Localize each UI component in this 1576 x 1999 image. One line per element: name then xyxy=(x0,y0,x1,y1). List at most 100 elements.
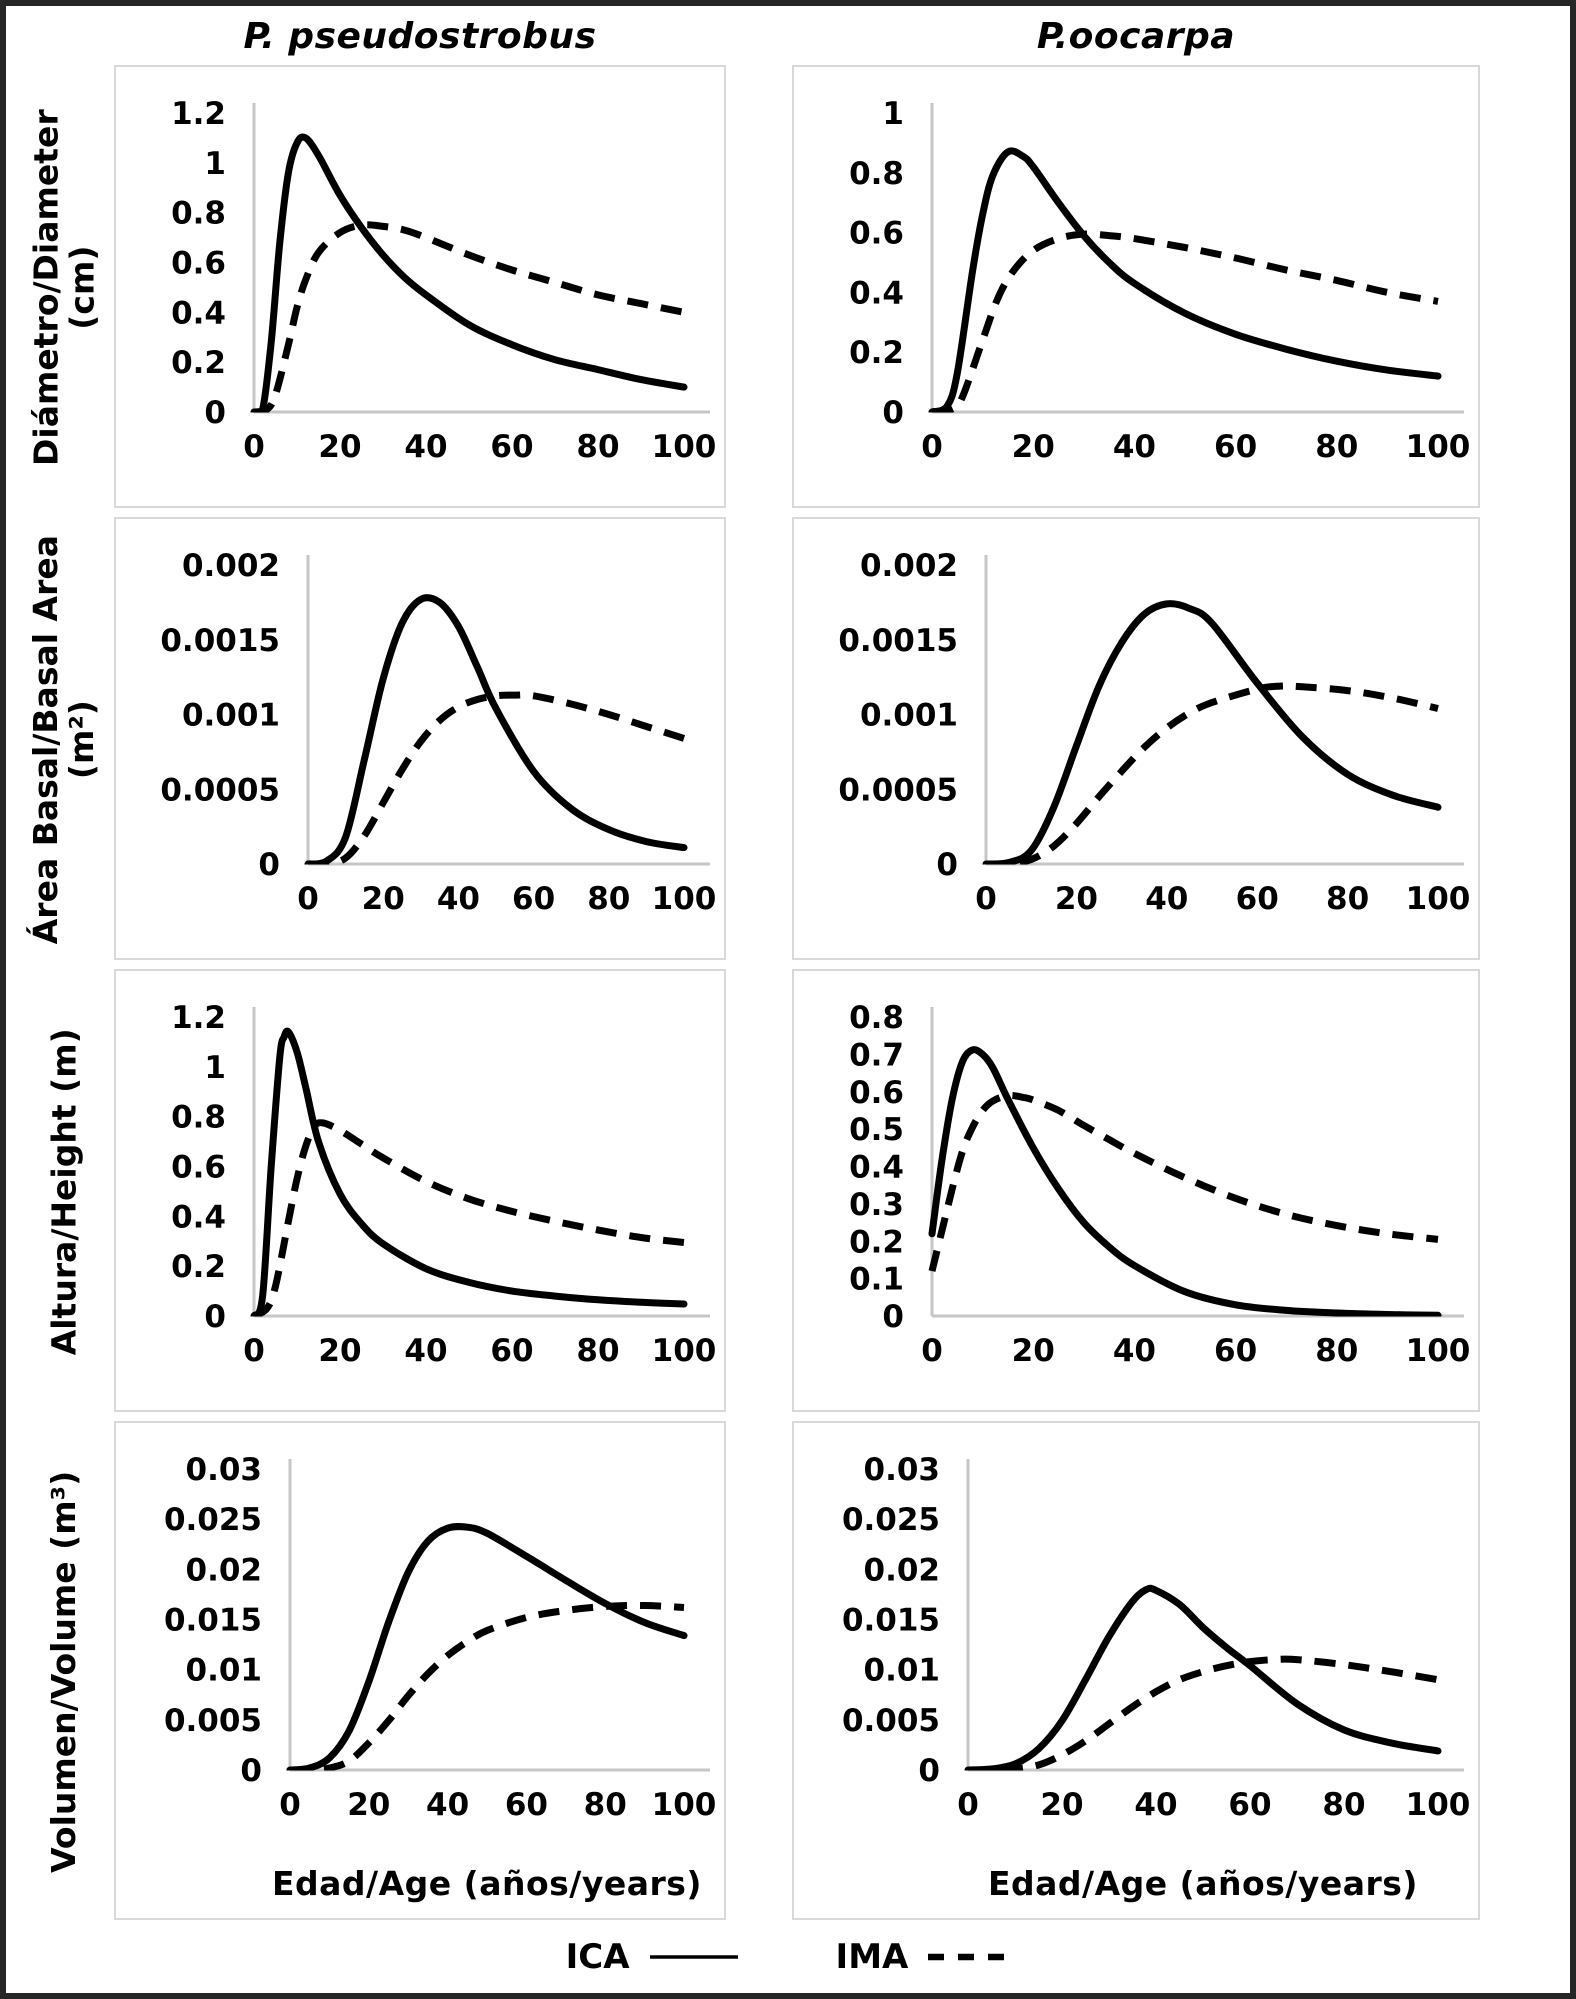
chart-svg: 0 0.2 0.4 0.6 0.8 1 0 20 40 60 80 100 xyxy=(849,96,1471,465)
legend-label-ica: ICA xyxy=(565,1936,630,1977)
x-tick-label: 60 xyxy=(1214,429,1257,465)
y-tick-label: 0.002 xyxy=(182,548,280,584)
y-tick-label: 1 xyxy=(204,146,226,182)
x-tick-label: 100 xyxy=(652,429,717,465)
row-label-line: Altura/Height (m) xyxy=(44,1028,84,1356)
y-tick-label: 0 xyxy=(240,1753,262,1789)
y-tick-label: 0.8 xyxy=(171,196,226,232)
ima-curve xyxy=(307,691,686,865)
chart-height-pseudostrobus: 0 0.2 0.4 0.6 0.8 1 1.2 0 20 40 60 80 100 xyxy=(114,969,726,1412)
x-tick-label: 80 xyxy=(1326,881,1369,917)
x-tick-label: 20 xyxy=(347,1787,390,1823)
plot-area: 0 0.2 0.4 0.6 0.8 1 1.2 0 20 40 60 80 100 xyxy=(116,67,724,506)
x-tick-label: 100 xyxy=(652,1333,717,1369)
x-tick-label: 0 xyxy=(921,429,943,465)
x-tick-label: 0 xyxy=(957,1787,979,1823)
y-tick-label: 0.8 xyxy=(171,1100,226,1136)
chart-diameter-pseudostrobus: 0 0.2 0.4 0.6 0.8 1 1.2 0 20 40 60 80 100 xyxy=(114,65,726,508)
chart-svg: 0 0.2 0.4 0.6 0.8 1 1.2 0 20 40 60 80 100 xyxy=(171,1000,717,1369)
y-tick-label: 0.001 xyxy=(182,698,280,734)
y-tick-label: 1 xyxy=(882,96,904,132)
y-tick-label: 0.6 xyxy=(849,1075,904,1111)
y-tick-label: 0.0005 xyxy=(838,772,958,808)
y-tick-label: 0 xyxy=(936,847,958,883)
x-tick-label: 20 xyxy=(318,1333,361,1369)
x-tick-label: 80 xyxy=(584,1787,627,1823)
x-tick-label: 20 xyxy=(1012,429,1055,465)
x-tick-label: 60 xyxy=(490,1333,533,1369)
plot-area: 0 0.0005 0.001 0.0015 0.002 0 20 40 60 80 100 xyxy=(116,519,724,958)
y-tick-label: 0.015 xyxy=(842,1603,940,1639)
x-tick-label: 60 xyxy=(1228,1787,1271,1823)
row-label-line: (m²) xyxy=(62,700,101,780)
y-tick-label: 0.2 xyxy=(171,345,226,381)
x-tick-label: 40 xyxy=(1134,1787,1177,1823)
y-tick-label: 0.03 xyxy=(186,1452,263,1488)
row-label-line: Área Basal/Basal Area xyxy=(26,535,66,945)
chart-svg: 00.10.20.30.40.50.60.70.80 20 40 60 80 100 xyxy=(849,1000,1470,1369)
chart-volume-pseudostrobus: 0 0.005 0.01 0.015 0.02 0.025 0.03 0 20 40 60 80 100… xyxy=(114,1421,726,1920)
y-tick-label: 0.0015 xyxy=(838,623,958,659)
chart-diameter-oocarpa: 0 0.2 0.4 0.6 0.8 1 0 20 40 60 80 100 xyxy=(792,65,1480,508)
chart-basal-area-pseudostrobus: 0 0.0005 0.001 0.0015 0.002 0 20 40 60 80 100 xyxy=(114,517,726,960)
ima-curve xyxy=(252,1119,685,1317)
chart-basal-area-oocarpa: 0 0.0005 0.001 0.0015 0.002 0 20 40 60 80 100 xyxy=(792,517,1480,960)
y-tick-label: 0.8 xyxy=(849,156,904,192)
x-tick-label: 60 xyxy=(1236,881,1279,917)
chart-volume-oocarpa: 0 0.005 0.01 0.015 0.02 0.025 0.03 0 20 40 60 80 100… xyxy=(792,1421,1480,1920)
plot-area: 0 0.0005 0.001 0.0015 0.002 0 20 40 60 80 100 xyxy=(794,519,1478,958)
y-tick-label: 0 xyxy=(258,847,280,883)
x-tick-label: 0 xyxy=(279,1787,301,1823)
x-tick-label: 60 xyxy=(1214,1333,1257,1369)
y-tick-label: 0.025 xyxy=(842,1502,940,1538)
x-tick-label: 100 xyxy=(1406,429,1471,465)
x-tick-label: 100 xyxy=(652,881,717,917)
column-title-oocarpa: P.oocarpa xyxy=(1036,15,1236,57)
y-tick-label: 0.015 xyxy=(164,1603,262,1639)
x-axis-title: Edad/Age (años/years) xyxy=(271,1864,702,1903)
chart-svg: 0 0.0005 0.001 0.0015 0.002 0 20 40 60 80 100 xyxy=(838,548,1471,917)
x-tick-label: 40 xyxy=(1113,429,1156,465)
row-label-volume: Volumen/Volume (m³) xyxy=(14,1418,114,1926)
plot-area: 0 0.1 0.2 0.3 0.4 0.5 0.6 0.7 0.8 0 20 40 60 80 100 xyxy=(794,971,1478,1410)
x-tick-label: 60 xyxy=(512,881,555,917)
x-tick-label: 20 xyxy=(318,429,361,465)
x-tick-label: 80 xyxy=(587,881,630,917)
chart-svg: 0 0.005 0.01 0.015 0.02 0.025 0.03 0 20 40 60 80 100 xyxy=(842,1452,1470,1823)
y-tick-label: 0.005 xyxy=(842,1703,940,1739)
x-tick-label: 0 xyxy=(243,429,265,465)
y-tick-label: 0.4 xyxy=(849,275,904,311)
x-tick-label: 80 xyxy=(576,1333,619,1369)
y-tick-label: 0 xyxy=(882,395,904,431)
x-tick-label: 80 xyxy=(1315,1333,1358,1369)
ima-curve xyxy=(253,221,685,413)
y-tick-label: 0.001 xyxy=(860,698,958,734)
y-tick-label: 0 xyxy=(882,1299,904,1335)
x-tick-label: 100 xyxy=(652,1787,717,1823)
plot-area: 0 0.005 0.01 0.015 0.02 0.025 0.03 0 20 40 60 80 100 xyxy=(794,1423,1478,1864)
x-tick-label: 20 xyxy=(362,881,405,917)
x-tick-label: 100 xyxy=(1406,881,1471,917)
y-tick-label: 0.005 xyxy=(164,1703,262,1739)
figure-grid: P. pseudostrobus P.oocarpa Diámetro/Diam… xyxy=(6,6,1570,1993)
y-tick-label: 0.2 xyxy=(849,1224,904,1260)
legend-label-ima: IMA xyxy=(835,1936,909,1977)
ima-curve xyxy=(967,1655,1439,1771)
column-title-pseudostrobus: P. pseudostrobus xyxy=(243,15,597,57)
ima-curve xyxy=(931,230,1439,413)
y-tick-label: 0.4 xyxy=(849,1150,904,1186)
x-tick-label: 40 xyxy=(1113,1333,1156,1369)
legend-item-ica: ICA xyxy=(566,1937,740,1977)
x-tick-label: 0 xyxy=(243,1333,265,1369)
legend: ICA IMA xyxy=(14,1926,1570,1993)
y-tick-label: 0.2 xyxy=(849,335,904,371)
row-label-height: Altura/Height (m) xyxy=(14,966,114,1418)
plot-area: 0 0.005 0.01 0.015 0.02 0.025 0.03 0 20 40 60 80 100 xyxy=(116,1423,724,1864)
ica-curve xyxy=(982,600,1442,865)
y-tick-label: 0.8 xyxy=(849,1000,904,1036)
y-tick-label: 0.0015 xyxy=(160,623,280,659)
ica-curve xyxy=(250,133,688,413)
y-tick-label: 0 xyxy=(918,1753,940,1789)
x-tick-label: 60 xyxy=(490,429,533,465)
